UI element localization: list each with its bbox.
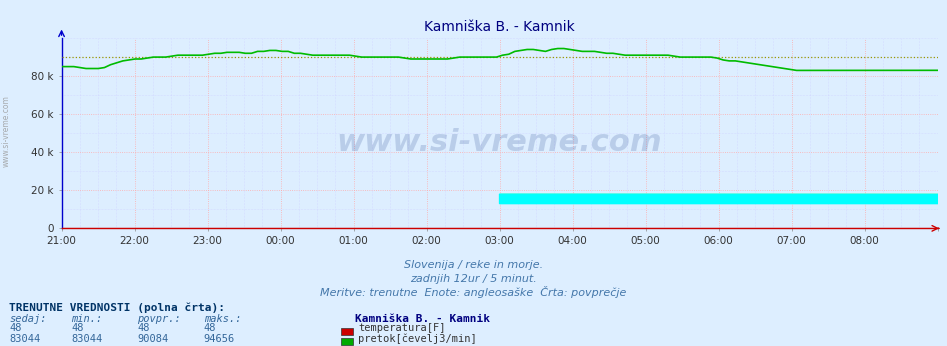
Text: www.si-vreme.com: www.si-vreme.com [2, 95, 11, 167]
Text: www.si-vreme.com: www.si-vreme.com [337, 128, 662, 157]
Text: povpr.:: povpr.: [137, 314, 181, 324]
Text: temperatura[F]: temperatura[F] [358, 324, 445, 334]
Text: zadnjih 12ur / 5 minut.: zadnjih 12ur / 5 minut. [410, 274, 537, 284]
Text: min.:: min.: [71, 314, 102, 324]
Text: Meritve: trenutne  Enote: angleosaške  Črta: povprečje: Meritve: trenutne Enote: angleosaške Črt… [320, 286, 627, 298]
Text: 94656: 94656 [204, 334, 235, 344]
Text: 48: 48 [204, 324, 216, 334]
Text: 48: 48 [71, 324, 83, 334]
Text: 90084: 90084 [137, 334, 169, 344]
Text: maks.:: maks.: [204, 314, 241, 324]
Text: 48: 48 [137, 324, 150, 334]
Text: 83044: 83044 [71, 334, 102, 344]
Text: Slovenija / reke in morje.: Slovenija / reke in morje. [404, 260, 543, 270]
Text: 83044: 83044 [9, 334, 41, 344]
Title: Kamniška B. - Kamnik: Kamniška B. - Kamnik [424, 20, 575, 34]
Text: 48: 48 [9, 324, 22, 334]
Text: TRENUTNE VREDNOSTI (polna črta):: TRENUTNE VREDNOSTI (polna črta): [9, 303, 225, 313]
Polygon shape [500, 194, 947, 203]
Polygon shape [500, 194, 947, 203]
Text: sedaj:: sedaj: [9, 314, 47, 324]
Text: Kamniška B. - Kamnik: Kamniška B. - Kamnik [355, 314, 491, 324]
Text: pretok[čevelj3/min]: pretok[čevelj3/min] [358, 333, 476, 344]
